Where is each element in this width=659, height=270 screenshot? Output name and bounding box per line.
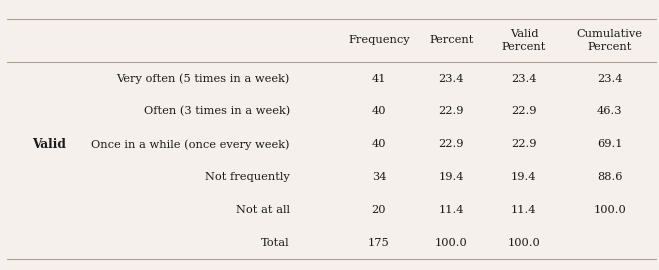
Text: Valid: Valid xyxy=(32,138,65,151)
Text: 20: 20 xyxy=(372,205,386,215)
Text: Not at all: Not at all xyxy=(236,205,290,215)
Text: 19.4: 19.4 xyxy=(511,172,536,182)
Text: 23.4: 23.4 xyxy=(511,73,536,83)
Text: Percent: Percent xyxy=(429,35,474,46)
Text: 22.9: 22.9 xyxy=(439,106,464,116)
Text: 22.9: 22.9 xyxy=(511,106,536,116)
Text: 40: 40 xyxy=(372,106,386,116)
Text: 34: 34 xyxy=(372,172,386,182)
Text: Once in a while (once every week): Once in a while (once every week) xyxy=(92,139,290,150)
Text: 23.4: 23.4 xyxy=(597,73,622,83)
Text: Frequency: Frequency xyxy=(348,35,410,46)
Text: Very often (5 times in a week): Very often (5 times in a week) xyxy=(117,73,290,84)
Text: 41: 41 xyxy=(372,73,386,83)
Text: Valid
Percent: Valid Percent xyxy=(501,29,546,52)
Text: Total: Total xyxy=(262,238,290,248)
Text: 100.0: 100.0 xyxy=(507,238,540,248)
Text: 11.4: 11.4 xyxy=(439,205,464,215)
Text: 88.6: 88.6 xyxy=(597,172,622,182)
Text: 11.4: 11.4 xyxy=(511,205,536,215)
Text: 100.0: 100.0 xyxy=(593,205,626,215)
Text: 23.4: 23.4 xyxy=(439,73,464,83)
Text: 69.1: 69.1 xyxy=(597,139,622,149)
Text: 19.4: 19.4 xyxy=(439,172,464,182)
Text: 40: 40 xyxy=(372,139,386,149)
Text: 22.9: 22.9 xyxy=(511,139,536,149)
Text: 46.3: 46.3 xyxy=(597,106,622,116)
Text: 100.0: 100.0 xyxy=(435,238,468,248)
Text: 22.9: 22.9 xyxy=(439,139,464,149)
Text: 175: 175 xyxy=(368,238,390,248)
Text: Not frequently: Not frequently xyxy=(205,172,290,182)
Text: Cumulative
Percent: Cumulative Percent xyxy=(577,29,643,52)
Text: Often (3 times in a week): Often (3 times in a week) xyxy=(144,106,290,117)
